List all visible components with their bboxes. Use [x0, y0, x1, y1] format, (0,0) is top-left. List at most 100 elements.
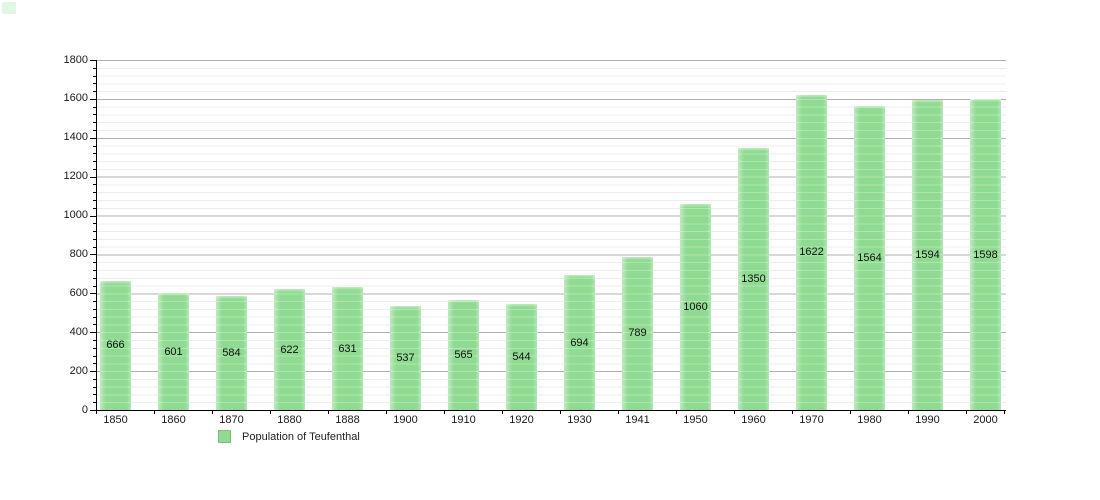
- y-minor-tick-mark: [93, 207, 96, 209]
- y-minor-tick-mark: [93, 161, 96, 163]
- y-major-tick-mark: [90, 410, 96, 411]
- bar-value-label: 544: [512, 351, 531, 364]
- y-minor-tick-mark: [93, 168, 96, 170]
- y-minor-tick-mark: [93, 122, 96, 124]
- bar-value-label: 1598: [973, 248, 998, 261]
- y-minor-tick-mark: [93, 238, 96, 240]
- bar-value-label: 789: [628, 327, 647, 340]
- bar: 622: [274, 289, 305, 410]
- y-minor-tick-mark: [93, 324, 96, 326]
- x-axis-labels: 1850 1860 1870 1880 1888 1900 1910 1920 1930 1941…: [97, 414, 1006, 428]
- x-tick-mark: [618, 411, 619, 414]
- y-tick-label: 200: [69, 364, 88, 377]
- y-minor-tick-mark: [93, 363, 96, 365]
- y-minor-tick-mark: [93, 277, 96, 279]
- y-minor-tick-mark: [93, 192, 96, 194]
- y-minor-tick-mark: [93, 83, 96, 85]
- x-tick-mark: [386, 411, 387, 414]
- y-minor-tick-mark: [93, 355, 96, 357]
- y-minor-tick-mark: [93, 145, 96, 147]
- x-tick-label: 1950: [683, 414, 708, 426]
- y-major-tick-mark: [90, 293, 96, 295]
- bar-value-label: 1564: [857, 251, 882, 264]
- x-tick-mark: [270, 411, 271, 414]
- x-tick-mark: [966, 411, 967, 414]
- y-minor-tick-mark: [93, 285, 96, 287]
- y-minor-tick-mark: [93, 67, 96, 69]
- y-axis-ticks: [90, 60, 96, 411]
- bar: 694: [564, 275, 595, 410]
- bar: 1564: [854, 105, 885, 410]
- x-tick-label: 1990: [915, 414, 940, 426]
- x-tick-mark: [328, 411, 329, 414]
- y-minor-tick-mark: [93, 223, 96, 225]
- x-tick-label: 1910: [451, 414, 476, 426]
- y-major-tick-mark: [90, 371, 96, 373]
- y-major-tick-mark: [90, 60, 96, 61]
- y-tick-label: 800: [69, 247, 88, 260]
- legend-label: Population of Teufenthal: [242, 430, 360, 443]
- y-minor-tick-mark: [93, 231, 96, 233]
- bars-layer: 666 601 584 622 631 537 565 544 694 789 1060 1350 16…: [97, 60, 1006, 410]
- y-minor-tick-mark: [93, 378, 96, 380]
- bar: 565: [448, 300, 479, 410]
- x-tick-mark: [850, 411, 851, 414]
- y-minor-tick-mark: [93, 316, 96, 318]
- x-tick-mark: [1004, 411, 1005, 414]
- y-minor-tick-mark: [93, 106, 96, 108]
- y-minor-tick-mark: [93, 308, 96, 310]
- x-tick-label: 1870: [219, 414, 244, 426]
- bar-value-label: 622: [280, 343, 299, 356]
- x-tick-mark: [96, 411, 97, 414]
- x-tick-label: 1970: [799, 414, 824, 426]
- x-tick-mark: [444, 411, 445, 414]
- x-tick-label: 1930: [567, 414, 592, 426]
- x-tick-label: 1941: [625, 414, 650, 426]
- bar: 537: [390, 305, 421, 410]
- bar-value-label: 601: [164, 345, 183, 358]
- y-minor-tick-mark: [93, 184, 96, 186]
- legend-swatch: [218, 430, 231, 443]
- bar-value-label: 666: [106, 339, 125, 352]
- bar: 631: [332, 287, 363, 410]
- y-major-tick-mark: [90, 332, 96, 334]
- legend: Population of Teufenthal: [218, 430, 360, 443]
- bar: 1350: [738, 147, 769, 410]
- bar-value-label: 1594: [915, 249, 940, 262]
- y-major-tick-mark: [90, 176, 96, 178]
- bar: 1598: [970, 99, 1001, 410]
- x-tick-label: 1960: [741, 414, 766, 426]
- x-tick-label: 1980: [857, 414, 882, 426]
- y-tick-label: 1000: [63, 209, 88, 222]
- y-minor-tick-mark: [93, 386, 96, 388]
- bar: 1060: [680, 203, 711, 410]
- x-tick-label: 1900: [393, 414, 418, 426]
- y-major-tick-mark: [90, 98, 96, 100]
- x-tick-mark: [792, 411, 793, 414]
- y-axis-labels: 0 200 400 600 800 1000 1200 1400 1600 1800: [0, 54, 88, 415]
- x-tick-mark: [212, 411, 213, 414]
- bar: 1594: [912, 100, 943, 410]
- y-minor-tick-mark: [93, 340, 96, 341]
- y-minor-tick-mark: [93, 394, 96, 396]
- x-tick-label: 1850: [103, 414, 128, 426]
- x-axis-line: [96, 410, 1006, 411]
- x-tick-label: 1888: [335, 414, 360, 426]
- y-minor-tick-mark: [93, 347, 96, 349]
- y-minor-tick-mark: [93, 270, 96, 271]
- y-major-tick-mark: [90, 215, 96, 217]
- y-tick-label: 1400: [63, 131, 88, 144]
- bar-value-label: 1622: [799, 246, 824, 259]
- x-tick-label: 1880: [277, 414, 302, 426]
- y-minor-tick-mark: [93, 402, 96, 404]
- bar-value-label: 584: [222, 347, 241, 360]
- y-tick-label: 1200: [63, 170, 88, 183]
- bar-value-label: 1350: [741, 272, 766, 285]
- bar-value-label: 537: [396, 351, 415, 364]
- x-tick-mark: [676, 411, 677, 414]
- y-tick-label: 1600: [63, 92, 88, 105]
- bar-value-label: 631: [338, 342, 357, 355]
- y-minor-tick-mark: [93, 200, 96, 201]
- y-major-tick-mark: [90, 137, 96, 139]
